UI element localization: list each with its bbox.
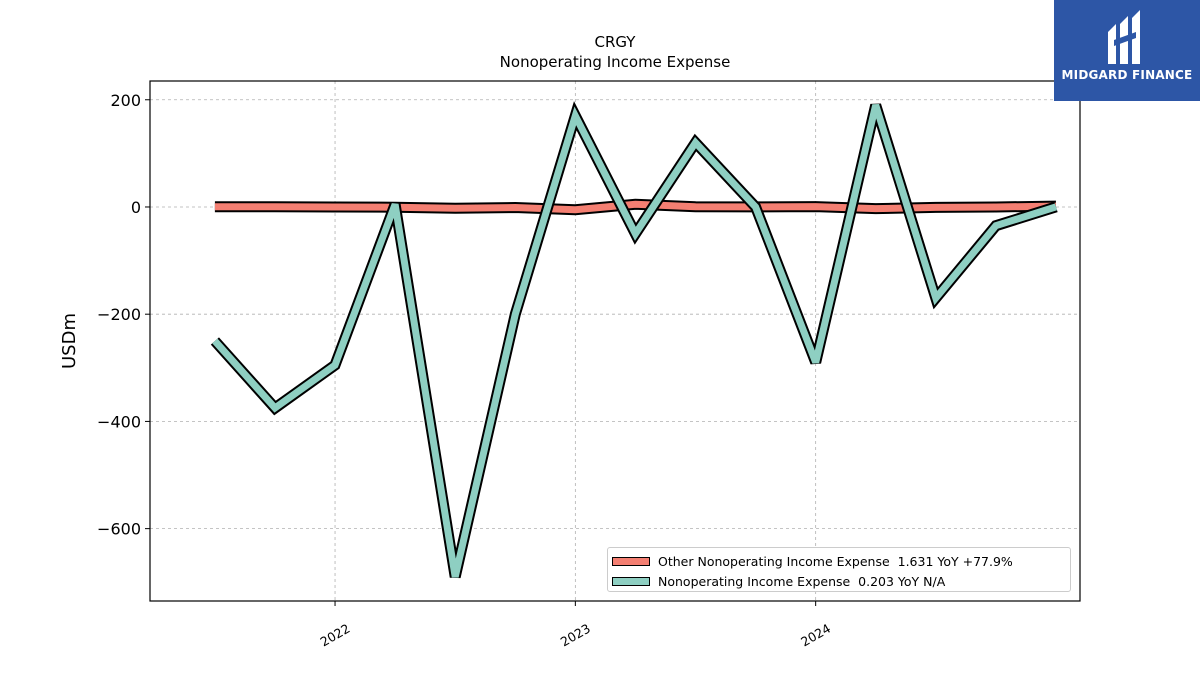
legend-swatch-nonoperating <box>612 576 650 586</box>
y-tick-label: −600 <box>97 520 141 539</box>
legend-label-other-nonoperating: Other Nonoperating Income Expense 1.631 … <box>658 553 1013 569</box>
midgard-finance-logo: MIDGARD FINANCE <box>1054 0 1200 101</box>
legend-label-nonoperating: Nonoperating Income Expense 0.203 YoY N/… <box>658 573 946 589</box>
y-tick-label: −400 <box>97 412 141 431</box>
legend: Other Nonoperating Income Expense 1.631 … <box>607 547 1071 592</box>
chart-subtitle: Nonoperating Income Expense <box>500 53 731 71</box>
logo-mark-icon <box>1108 10 1140 64</box>
series-line <box>212 104 1058 578</box>
x-tick-label: 2022 <box>317 621 352 650</box>
x-tick-label: 2023 <box>558 621 593 650</box>
logo-text: MIDGARD FINANCE <box>1061 68 1193 82</box>
y-tick-label: −200 <box>97 305 141 324</box>
chart-title: CRGY <box>595 33 637 51</box>
y-tick-label: 0 <box>131 198 141 217</box>
y-tick-label: 200 <box>110 91 141 110</box>
legend-item-nonoperating: Nonoperating Income Expense 0.203 YoY N/… <box>612 573 945 589</box>
legend-swatch-other-nonoperating <box>612 556 650 566</box>
plot-frame <box>149 80 1081 602</box>
legend-item-other-nonoperating: Other Nonoperating Income Expense 1.631 … <box>612 553 1013 569</box>
x-tick-label: 2024 <box>798 621 833 650</box>
y-axis-label: USDm <box>59 313 80 369</box>
